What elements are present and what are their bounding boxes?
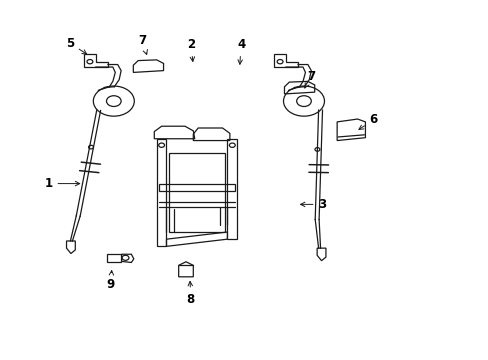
- Text: 2: 2: [186, 38, 195, 62]
- Text: 6: 6: [358, 113, 377, 130]
- Text: 9: 9: [106, 271, 115, 291]
- Text: 8: 8: [186, 282, 195, 306]
- Text: 4: 4: [237, 38, 244, 64]
- Text: 7: 7: [304, 69, 315, 88]
- Text: 3: 3: [300, 198, 326, 211]
- Text: 7: 7: [138, 34, 147, 54]
- Text: 5: 5: [66, 36, 86, 54]
- Text: 1: 1: [44, 177, 80, 190]
